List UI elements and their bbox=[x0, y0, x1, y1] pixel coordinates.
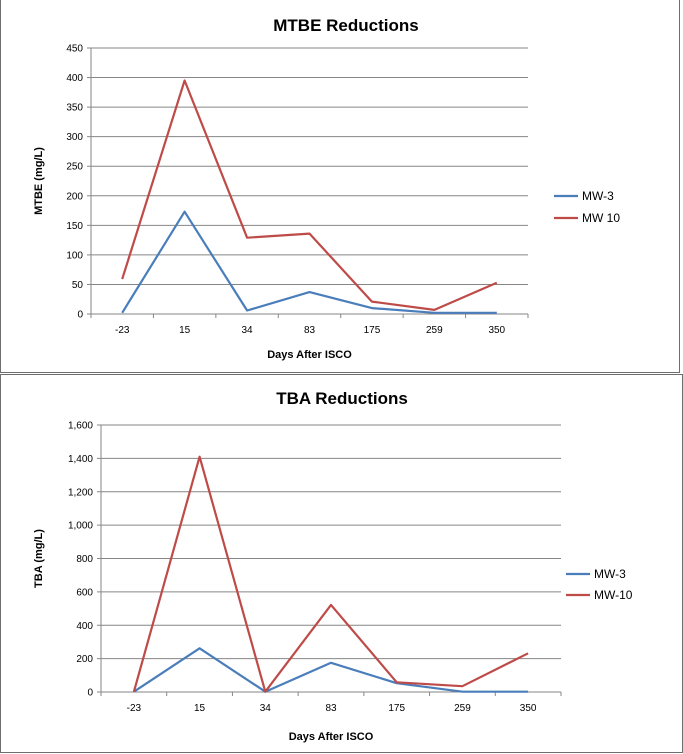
chart-1-y-tick-label: 50 bbox=[72, 280, 84, 291]
chart-2-legend-label-0: MW-3 bbox=[594, 567, 626, 581]
chart-1-x-tick-label: 259 bbox=[426, 325, 443, 336]
chart-1-y-tick-label: 100 bbox=[66, 250, 83, 261]
chart-1-x-axis-title: Days After ISCO bbox=[267, 349, 352, 361]
chart-2-x-tick-label: 259 bbox=[454, 703, 471, 714]
mtbe-chart: MTBE Reductions 0 50 100 150 200 250 300 350 400 4… bbox=[33, 16, 620, 361]
chart-2-y-tick-label: 400 bbox=[76, 621, 93, 632]
chart-1-x-tick-label: 15 bbox=[179, 325, 191, 336]
chart-2-y-tick-label: 1,400 bbox=[68, 454, 93, 465]
chart-1-x-tick-label: 350 bbox=[488, 325, 505, 336]
chart-2-x-tick-label: 34 bbox=[260, 703, 272, 714]
mtbe-chart-panel: MTBE Reductions 0 50 100 150 200 250 300 350 400 4… bbox=[0, 0, 680, 373]
chart-2-x-axis-title: Days After ISCO bbox=[289, 731, 374, 743]
chart-1-series-line-1 bbox=[121, 79, 498, 311]
chart-2-y-tick-label: 200 bbox=[76, 654, 93, 665]
chart-2-y-tick-label: 1,200 bbox=[68, 487, 93, 498]
chart-2-x-tick-label: -23 bbox=[127, 703, 142, 714]
chart-2-x-tick-label: 83 bbox=[325, 703, 337, 714]
chart-2-x-tick-label: 15 bbox=[194, 703, 206, 714]
chart-2-series-line-0 bbox=[133, 647, 529, 693]
chart-1-y-tick-label: 0 bbox=[77, 310, 83, 321]
chart-1-x-tick-label: 83 bbox=[304, 325, 316, 336]
tba-chart: TBA Reductions 0 200 400 600 800 1,000 1,200 1,4… bbox=[33, 389, 633, 743]
chart-1-y-tick-label: 150 bbox=[66, 221, 83, 232]
chart-2-y-tick-label: 0 bbox=[87, 688, 93, 699]
chart-2-y-axis-title: TBA (mg/L) bbox=[33, 529, 45, 588]
chart-1-y-tick-label: 200 bbox=[66, 191, 83, 202]
chart-2-legend-label-1: MW-10 bbox=[594, 588, 633, 602]
chart-1-x-tick-label: 34 bbox=[242, 325, 254, 336]
chart-2-x-tick-label: 350 bbox=[520, 703, 537, 714]
chart-1-y-tick-label: 250 bbox=[66, 162, 83, 173]
chart-2-y-tick-label: 1,600 bbox=[68, 421, 93, 432]
chart-1-legend-label-0: MW-3 bbox=[582, 189, 614, 203]
chart-1-x-tick-label: -23 bbox=[115, 325, 130, 336]
chart-1-y-tick-label: 300 bbox=[66, 132, 83, 143]
chart-1-y-axis-title: MTBE (mg/L) bbox=[33, 147, 45, 215]
chart-1-y-tick-label: 400 bbox=[66, 73, 83, 84]
chart-2-y-tick-label: 600 bbox=[76, 587, 93, 598]
chart-1-x-tick-label: 175 bbox=[364, 325, 381, 336]
chart-1-title: MTBE Reductions bbox=[273, 16, 418, 35]
chart-1-y-tick-label: 350 bbox=[66, 103, 83, 114]
tba-chart-panel: TBA Reductions 0 200 400 600 800 1,000 1,200 1,4… bbox=[0, 374, 683, 753]
chart-1-series-line-0 bbox=[121, 210, 497, 314]
chart-2-title: TBA Reductions bbox=[276, 389, 408, 408]
chart-2-series-line-1 bbox=[132, 455, 529, 693]
chart-2-y-tick-label: 800 bbox=[76, 554, 93, 565]
chart-2-y-tick-label: 1,000 bbox=[68, 521, 93, 532]
chart-1-y-tick-label: 450 bbox=[66, 44, 83, 55]
chart-2-x-tick-label: 175 bbox=[388, 703, 405, 714]
chart-1-legend-label-1: MW 10 bbox=[582, 211, 620, 225]
